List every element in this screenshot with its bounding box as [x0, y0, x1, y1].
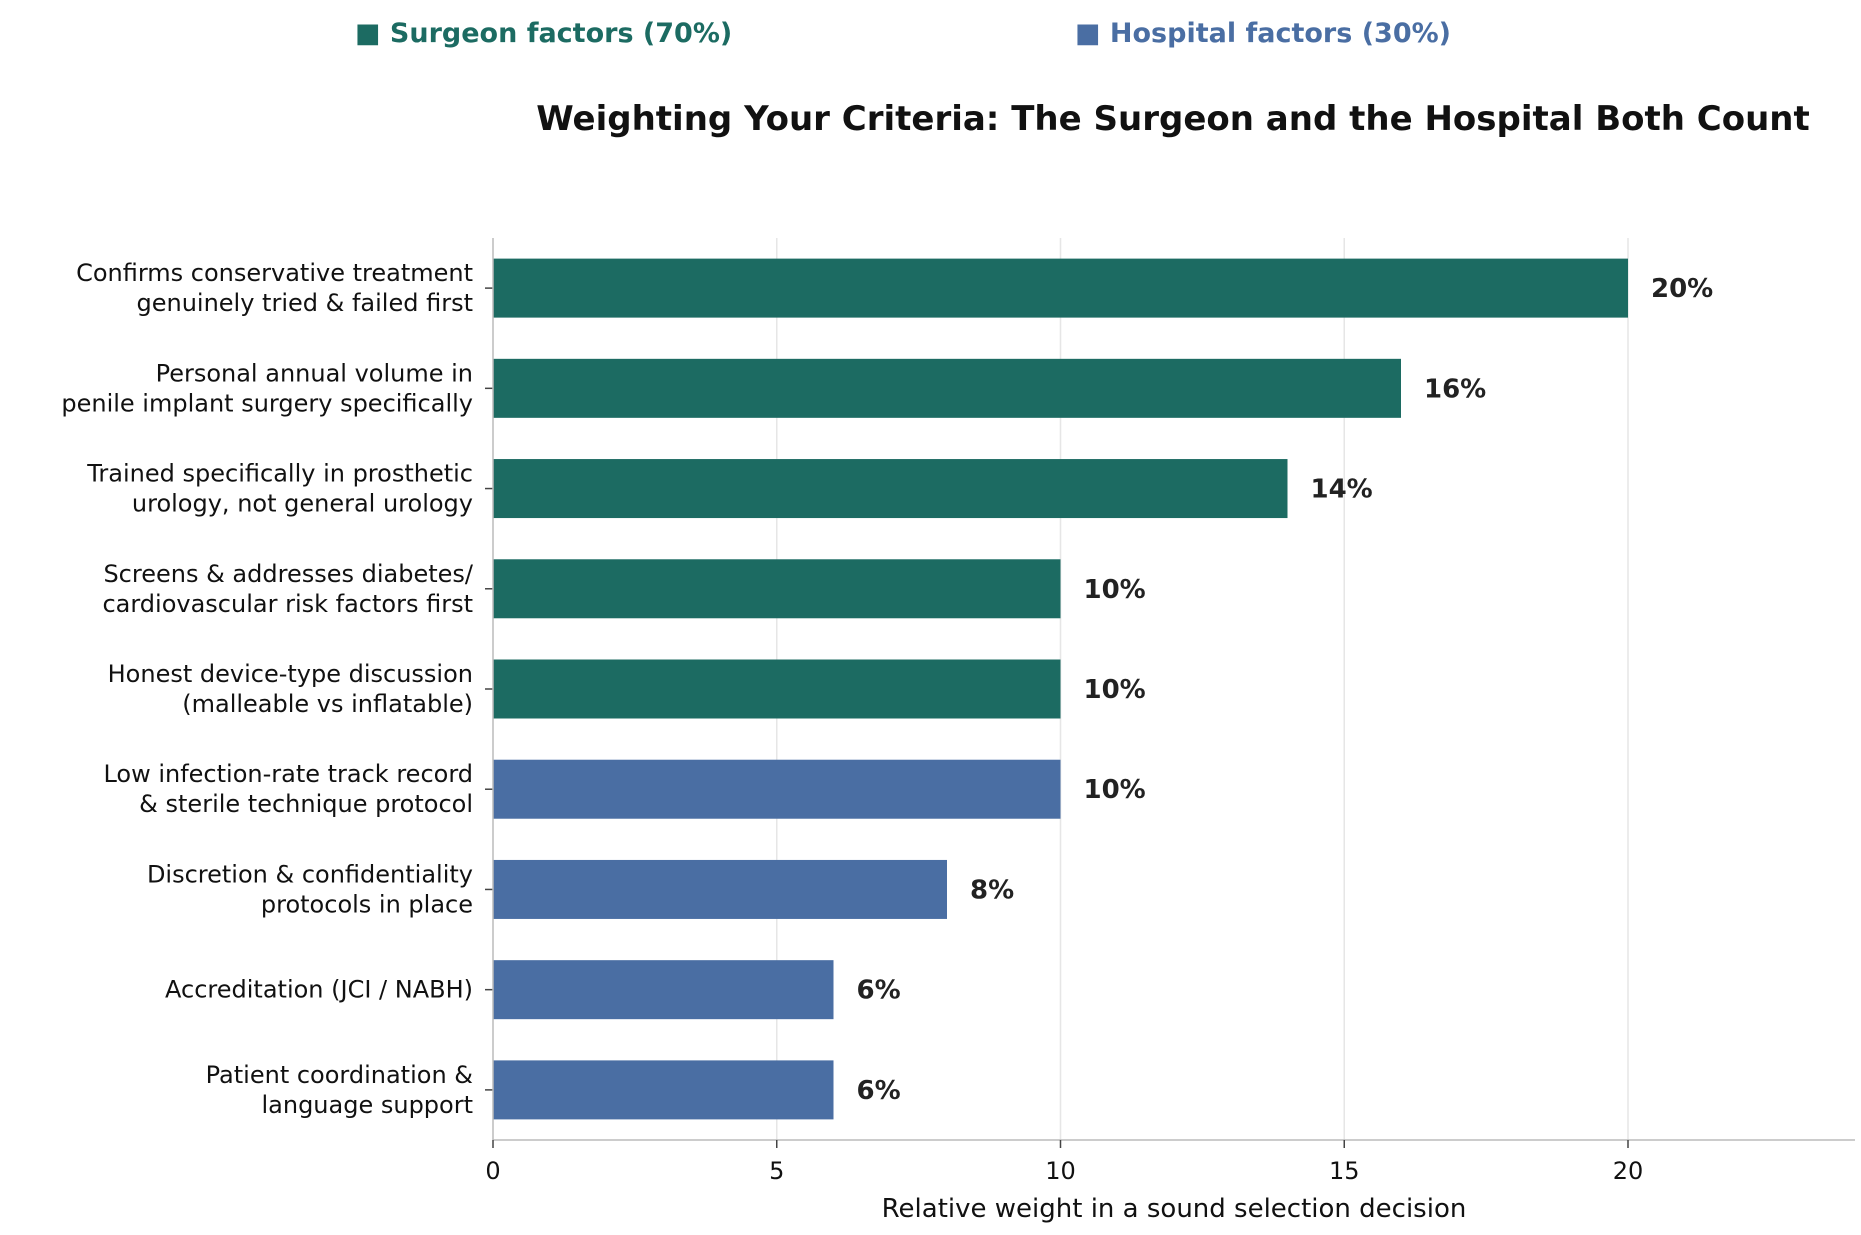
value-label-8: 6%: [857, 1076, 901, 1106]
bar-5: [493, 759, 1061, 819]
bar-7: [493, 960, 834, 1020]
x-tick-label-4: 20: [1613, 1157, 1644, 1185]
bar-4: [493, 659, 1061, 719]
value-label-0: 20%: [1651, 274, 1713, 304]
value-labels: 20% 16% 14% 10% 10% 10% 8% 6% 6%: [857, 274, 1714, 1106]
category-label-5: Low infection-rate track record & sterile…: [103, 760, 473, 818]
x-tick-label-2: 10: [1045, 1157, 1076, 1185]
value-label-2: 14%: [1311, 475, 1373, 505]
bar-2: [493, 459, 1288, 519]
category-label-3: Screens & addresses diabetes/cardiovascu…: [102, 560, 473, 618]
axes: 0 5 10 15 20: [485, 238, 1855, 1185]
value-label-3: 10%: [1084, 575, 1146, 605]
category-label-8: Patient coordination & language support: [206, 1061, 473, 1119]
legend-entry-surgeon-factors: ■ Surgeon factors (70%): [355, 18, 732, 49]
x-tick-label-1: 5: [769, 1157, 784, 1185]
x-tick-label-3: 15: [1329, 1157, 1360, 1185]
bar-0: [493, 258, 1628, 318]
category-label-4: Honest device-type discussion (malleable …: [108, 660, 473, 718]
bar-3: [493, 559, 1061, 619]
value-label-4: 10%: [1084, 675, 1146, 705]
bars: [493, 258, 1628, 1120]
category-label-7: Accreditation (JCI / NABH): [165, 976, 473, 1004]
bar-6: [493, 859, 947, 919]
category-label-0: Confirms conservative treatment genuinely…: [76, 259, 473, 317]
legend-entry-hospital-factors: ■ Hospital factors (30%): [1075, 18, 1451, 49]
value-label-6: 8%: [970, 875, 1014, 905]
category-label-6: Discretion & confidentiality protocols in…: [147, 860, 473, 918]
bar-1: [493, 358, 1401, 418]
bar-8: [493, 1060, 834, 1120]
chart-title: Weighting Your Criteria: The Surgeon and…: [536, 99, 1810, 139]
x-tick-label-0: 0: [485, 1157, 500, 1185]
value-label-7: 6%: [857, 976, 901, 1006]
value-label-5: 10%: [1084, 775, 1146, 805]
category-label-2: Trained specifically in prosthetic urolog…: [86, 460, 473, 518]
category-labels: Confirms conservative treatment genuinely…: [61, 259, 493, 1119]
category-label-1: Personal annual volume in penile implant …: [61, 359, 473, 417]
value-label-1: 16%: [1424, 374, 1486, 404]
x-axis-label: Relative weight in a sound selection dec…: [882, 1194, 1467, 1224]
legend: ■ Surgeon factors (70%) ■ Hospital facto…: [355, 18, 1451, 49]
